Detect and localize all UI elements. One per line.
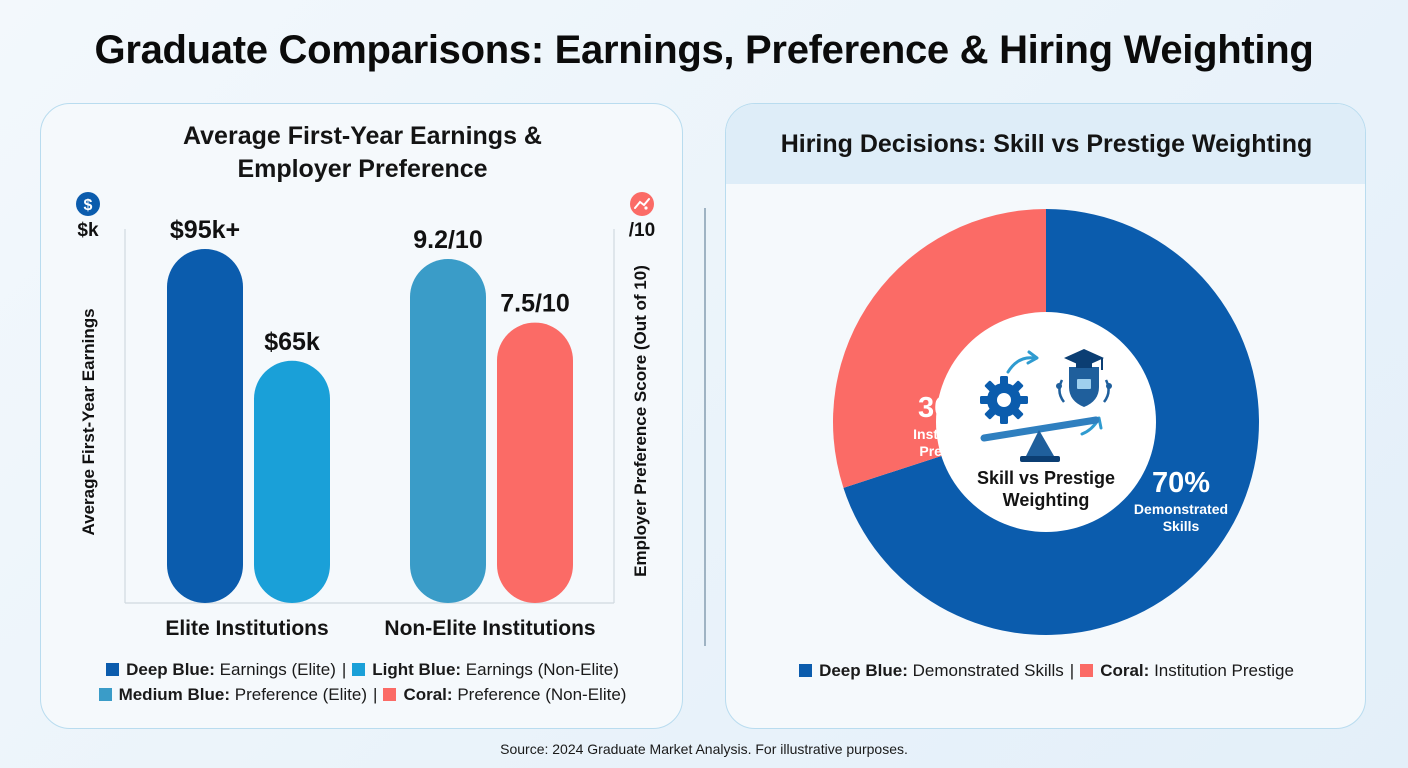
donut-slice-label: Demonstrated [1134,501,1228,517]
bar-earnings-non-elite [254,360,330,603]
bar-value-label: $65k [264,328,320,356]
donut-slice-label: Prestige [919,443,974,459]
panel-divider [704,208,706,646]
donut-header [726,104,1365,184]
earnings-preference-panel: Average First-Year Earnings & Employer P… [40,103,683,729]
bar-legend-row1: Deep Blue: Earnings (Elite) | Light Blue: … [41,660,682,680]
donut-legend: Deep Blue: Demonstrated Skills | Coral: In… [726,661,1365,681]
legend-swatch-coral [1080,664,1094,677]
legend-text: Earnings (Elite) [219,660,336,679]
legend-text: Demonstrated Skills [912,661,1064,680]
bar-value-label: 7.5/10 [500,290,570,318]
graduation-cap-icon [1064,349,1104,370]
bar-legend-row2: Medium Blue: Preference (Elite) | Coral: P… [41,685,682,705]
donut-chart-title: Hiring Decisions: Skill vs Prestige Weig… [780,130,1313,158]
legend-color-name: Medium Blue: [118,685,231,704]
donut-chart: Skill vs Prestige Weighting 70% Demonstra… [833,209,1259,636]
category-label-elite: Elite Institutions [165,617,328,640]
bar-earnings-elite [167,249,243,603]
donut-slice-label: Skills [1163,518,1200,534]
legend-separator: | [373,685,378,704]
bar-value-label: $95k+ [170,216,240,244]
shield-icon [1056,367,1112,407]
dollar-icon: $ [76,192,100,216]
legend-color-name: Deep Blue: [126,660,215,679]
legend-swatch-coral [383,688,397,701]
right-axis-unit: /10 [629,220,655,241]
bar-value-label: 9.2/10 [413,226,483,254]
donut-slice-label: Institution [913,426,981,442]
legend-text: Preference (Elite) [234,685,368,704]
donut-center-line2: Weighting [1003,490,1090,510]
legend-separator: | [341,660,347,679]
balance-scale-icon [980,416,1100,462]
bar-preference-non-elite [497,322,573,603]
handshake-icon [630,192,654,216]
legend-swatch-light-blue [352,663,366,676]
legend-color-name: Coral: [1100,661,1150,680]
donut-slice-percent: 30% [918,392,976,424]
gear-icon [980,376,1028,424]
legend-swatch-deep-blue [799,664,813,677]
bar-chart: $ $k Average First-Year Earnings /10 Emp… [76,192,655,640]
legend-swatch-deep-blue [106,663,120,676]
bar-chart-title-line2: Employer Preference [237,155,488,183]
legend-text: Preference (Non-Elite) [457,685,627,704]
bar-preference-elite [410,259,486,603]
left-axis-unit: $k [77,220,99,241]
legend-text: Earnings (Non-Elite) [465,660,619,679]
legend-swatch-medium-blue [98,688,112,701]
category-label-non-elite: Non-Elite Institutions [384,617,595,640]
bar-chart-title: Average First-Year Earnings & Employer P… [41,120,682,186]
hiring-weighting-panel: Hiring Decisions: Skill vs Prestige Weig… [725,103,1366,729]
legend-text: Institution Prestige [1154,661,1294,680]
bar-chart-title-line1: Average First-Year Earnings & [183,122,542,150]
donut-center-line1: Skill vs Prestige [977,468,1115,488]
left-axis-label: Average First-Year Earnings [79,308,98,535]
page-title: Graduate Comparisons: Earnings, Preferen… [94,28,1314,72]
right-axis-label: Employer Preference Score (Out of 10) [631,265,650,577]
legend-separator: | [1069,661,1075,680]
donut-slice-percent: 70% [1152,467,1210,499]
source-note: Source: 2024 Graduate Market Analysis. F… [500,741,908,757]
svg-text:$: $ [84,197,93,214]
legend-color-name: Deep Blue: [819,661,908,680]
legend-color-name: Coral: [403,685,453,704]
legend-color-name: Light Blue: [372,660,462,679]
